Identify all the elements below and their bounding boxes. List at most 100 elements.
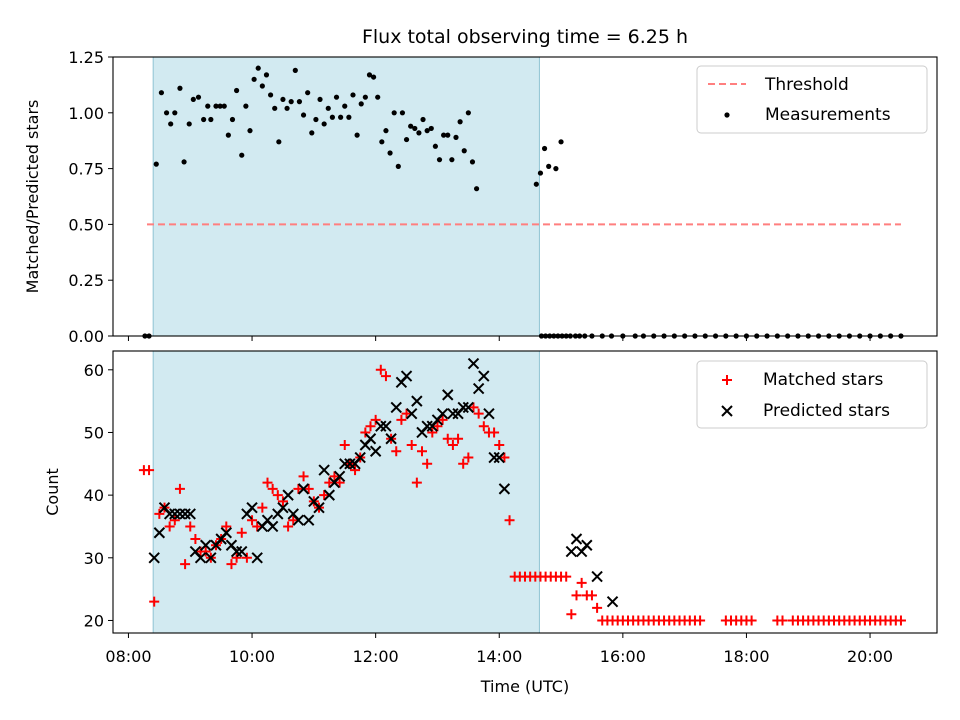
legend-box: [696, 360, 928, 429]
matched-star-point: [221, 521, 232, 532]
measurement-point: [436, 157, 443, 163]
figure-title: Flux total observing time = 6.25 h: [362, 26, 688, 48]
y-tick-label: 60: [84, 361, 104, 380]
measurement-point: [432, 143, 438, 149]
matched-star-point: [185, 521, 196, 532]
predicted-star-point: [478, 370, 490, 382]
legend-top: Threshold Measurements: [696, 65, 928, 134]
measurement-point: [163, 110, 170, 116]
measurement-point: [168, 121, 174, 127]
matched-star-point: [504, 515, 515, 526]
measurement-point: [391, 110, 397, 116]
matched-star-point: [406, 440, 417, 450]
legend-matched-label: Matched stars: [763, 370, 883, 390]
predicted-star-point: [297, 483, 310, 495]
matched-star-point: [277, 496, 288, 507]
matched-star-point: [437, 414, 448, 425]
y-axis-label: Count: [43, 468, 62, 516]
matched-star-point: [427, 427, 438, 438]
measurement-point: [284, 105, 290, 111]
predicted-star-point: [236, 545, 248, 558]
matched-star-point: [257, 502, 268, 513]
measurement-point: [280, 96, 286, 103]
measurement-point: [234, 87, 240, 94]
predicted-star-point: [169, 508, 181, 520]
legend-measurement-label: Measurements: [765, 105, 891, 125]
matched-star-point: [442, 433, 453, 444]
y-tick-label: 0.50: [68, 215, 104, 234]
matched-star-point: [478, 421, 489, 432]
measurement-point: [305, 90, 311, 96]
measurement-point: [546, 163, 552, 169]
measurement-point: [358, 101, 364, 107]
measurement-point: [300, 112, 307, 118]
y-tick-label: 0.00: [68, 327, 104, 346]
matched-star-point: [432, 421, 443, 432]
predicted-star-point: [405, 407, 418, 420]
measurement-point: [537, 170, 544, 176]
measurement-point: [395, 163, 401, 169]
predicted-star-point: [447, 407, 459, 420]
matched-star-point: [447, 440, 458, 450]
measurement-point: [445, 132, 451, 138]
predicted-star-point: [282, 489, 294, 501]
predicted-star-point: [148, 552, 160, 564]
matched-star-point: [154, 508, 165, 519]
x-tick-label: 18:00: [723, 647, 769, 666]
predicted-star-point: [194, 552, 207, 564]
predicted-star-point: [380, 420, 392, 432]
matched-star-point: [350, 465, 361, 476]
matched-star-point: [180, 559, 191, 570]
predicted-star-point: [467, 357, 480, 370]
measurement-point: [255, 65, 261, 71]
measurement-point: [221, 103, 227, 109]
predicted-star-point: [591, 570, 603, 583]
measurement-point: [441, 132, 447, 138]
matched-star-point: [272, 490, 283, 501]
x-tick-label: 16:00: [600, 647, 646, 666]
matched-star-point: [231, 552, 242, 563]
matched-star-point: [380, 371, 391, 382]
axes-frame: [112, 56, 938, 337]
measurement-point: [465, 110, 471, 116]
measurement-point: [558, 139, 564, 145]
predicted-star-point: [385, 433, 397, 445]
axes-frame: [112, 350, 938, 634]
predicted-star-point: [313, 501, 325, 514]
matched-star-point: [468, 402, 479, 413]
measurement-point: [416, 130, 422, 136]
matched-star-point: [324, 477, 335, 488]
matched-star-point: [586, 590, 597, 601]
matched-star-point: [298, 471, 309, 482]
measurement-point: [329, 114, 335, 120]
matched-star-point: [303, 483, 314, 494]
matched-star-point: [561, 571, 572, 582]
measurement-point: [383, 128, 389, 134]
measurement-point: [158, 90, 165, 96]
measurement-point: [399, 110, 406, 116]
measurement-point: [259, 83, 265, 89]
matched-star-point: [319, 490, 330, 501]
measurement-point: [338, 114, 344, 120]
predicted-star-point: [369, 445, 382, 457]
matched-star-point: [236, 527, 247, 538]
measurement-point: [370, 74, 377, 80]
matched-star-point: [370, 414, 381, 425]
measurement-point: [313, 116, 319, 123]
measurement-point: [469, 159, 476, 165]
matched-star-point: [262, 477, 273, 488]
measurement-point: [172, 110, 178, 116]
matched-star-point: [283, 521, 294, 532]
predicted-star-point: [364, 433, 377, 445]
matched-star-point: [288, 515, 299, 526]
measurement-point: [208, 116, 214, 123]
predicted-star-point: [246, 501, 258, 514]
y-tick-label: 1.25: [68, 48, 104, 67]
measurement-point: [533, 181, 539, 187]
matched-star-point: [777, 615, 788, 626]
measurement-point: [333, 94, 340, 100]
predicted-star-point: [323, 489, 336, 501]
matched-star-point: [149, 596, 160, 607]
measurement-point: [403, 136, 410, 143]
measurement-point: [424, 128, 430, 134]
